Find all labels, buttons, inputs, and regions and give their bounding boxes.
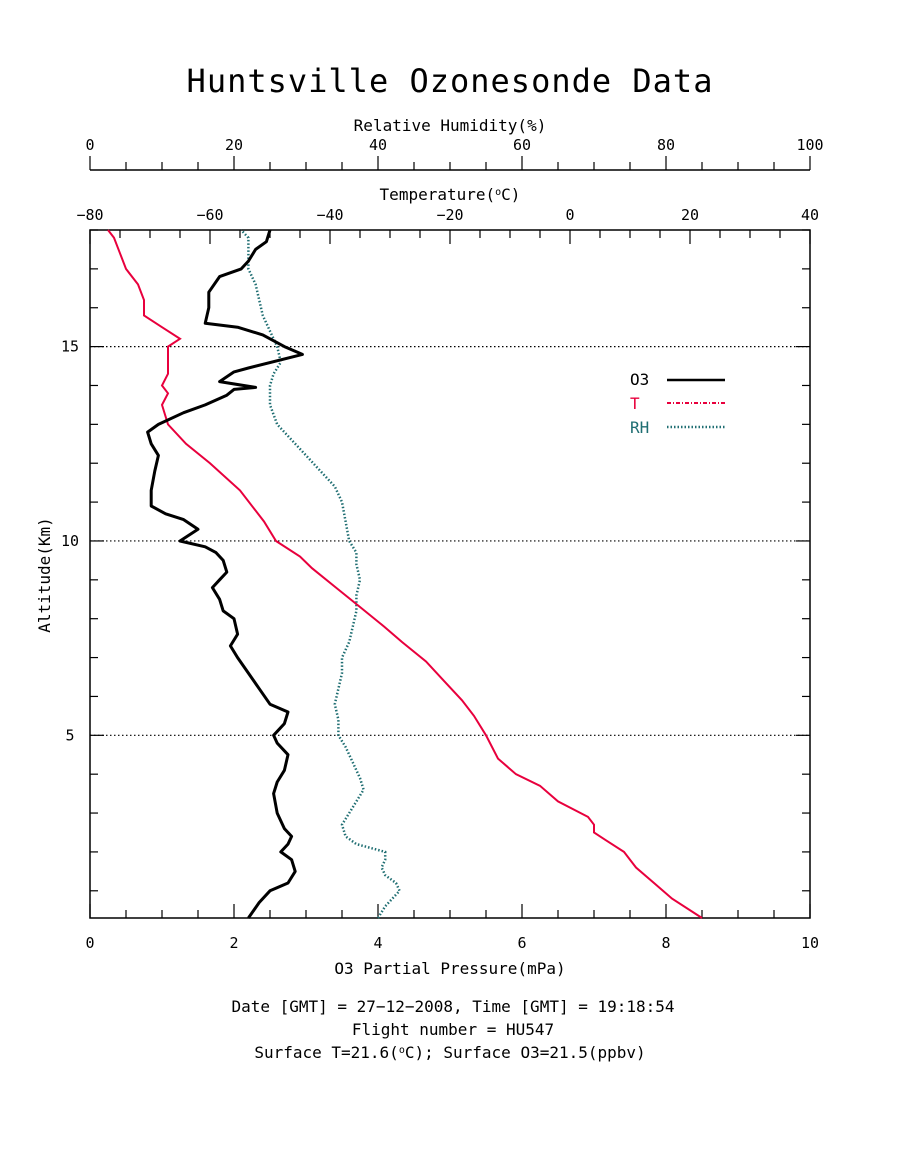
reference-lines (90, 346, 810, 736)
rh-tick-label: 40 (369, 136, 387, 154)
ozone-tick-label: 0 (85, 934, 94, 952)
temperature-axis: −80 −60 −40 −20 0 20 40 (76, 206, 819, 244)
footer-date-time: Date [GMT] = 27−12−2008, Time [GMT] = 19… (231, 997, 674, 1016)
altitude-tick-label: 5 (65, 726, 74, 744)
altitude-tick-label: 10 (61, 532, 79, 550)
altitude-tick-label: 15 (61, 338, 79, 356)
footer-flight-number: Flight number = HU547 (352, 1020, 554, 1039)
rh-axis: 0 20 40 60 80 100 (85, 136, 824, 171)
ozone-axis: 0 2 4 6 8 10 (85, 904, 819, 952)
footer-surface-values: Surface T=21.6(oC); Surface O3=21.5(ppbv… (254, 1043, 645, 1062)
temperature-tick-label: −80 (76, 206, 103, 224)
temperature-tick-label: 0 (565, 206, 574, 224)
temperature-tick-label: −20 (436, 206, 463, 224)
legend-label-t: T (630, 394, 640, 413)
ozone-tick-label: 4 (373, 934, 382, 952)
series-t-line (107, 229, 703, 919)
ozone-tick-label: 6 (517, 934, 526, 952)
ozone-tick-label: 8 (661, 934, 670, 952)
rh-tick-label: 20 (225, 136, 243, 154)
temperature-tick-label: 40 (801, 206, 819, 224)
ozone-tick-label: 2 (229, 934, 238, 952)
ozone-tick-label: 10 (801, 934, 819, 952)
rh-tick-label: 0 (85, 136, 94, 154)
altitude-axis: 5 10 15 (61, 229, 810, 892)
rh-tick-label: 60 (513, 136, 531, 154)
rh-tick-label: 100 (796, 136, 823, 154)
temperature-axis-label: Temperature(oC) (380, 185, 521, 204)
chart-title: Huntsville Ozonesonde Data (187, 62, 714, 100)
plot-frame (89, 229, 811, 919)
rh-axis-label: Relative Humidity(%) (354, 116, 547, 135)
temperature-tick-label: 20 (681, 206, 699, 224)
ozone-axis-label: O3 Partial Pressure(mPa) (334, 959, 565, 978)
legend: O3 T RH (630, 370, 725, 437)
legend-label-o3: O3 (630, 370, 649, 389)
series-rh-line (240, 229, 402, 919)
legend-label-rh: RH (630, 418, 649, 437)
rh-tick-label: 80 (657, 136, 675, 154)
altitude-axis-label: Altitude(Km) (35, 517, 54, 633)
series-o3-line (146, 229, 304, 919)
temperature-tick-label: −60 (196, 206, 223, 224)
temperature-tick-label: −40 (316, 206, 343, 224)
